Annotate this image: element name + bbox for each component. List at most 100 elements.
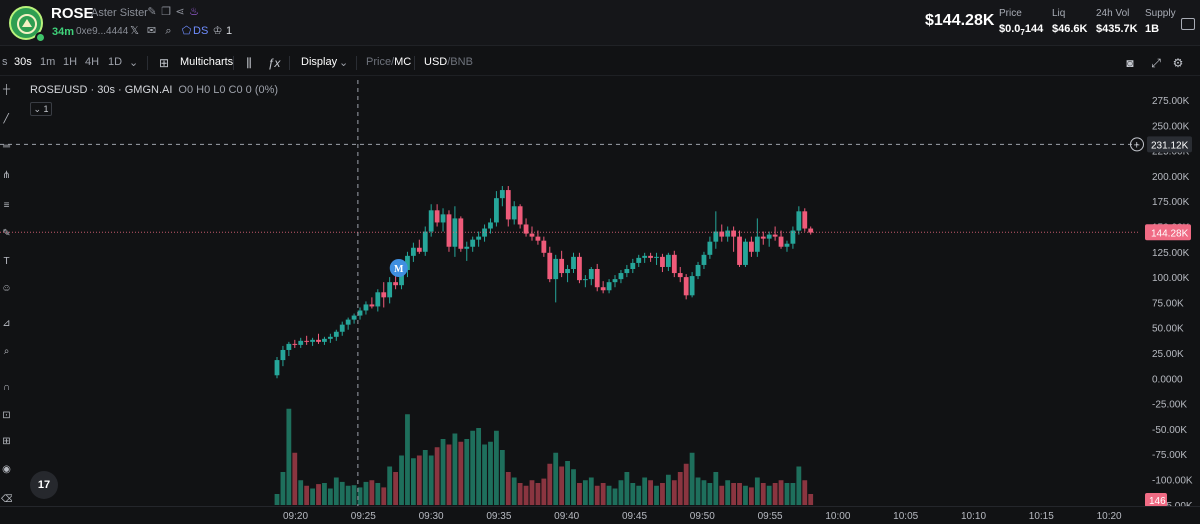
candle-body [571, 256, 576, 270]
indicators-icon[interactable]: ⫼ [246, 56, 252, 70]
search-icon[interactable]: ⌕ [165, 25, 172, 37]
multicharts-icon[interactable]: ⊞ [158, 56, 170, 70]
drawing-toolbar: ┼ ╱ ═ ⋔ ≡ ✎ T ☺ ⊿ ⌕ ∩ ⊡ ⊞ ◉ ⌫ [0, 80, 14, 510]
volume-bar [743, 485, 748, 505]
volume-bar [363, 481, 369, 505]
candle-body [660, 256, 665, 267]
stat-24h-volume: 24h Vol $435.7K [1096, 8, 1138, 35]
legend-collapse-button[interactable]: ⌄ 1 [30, 102, 52, 116]
time-tick-label: 09:35 [486, 511, 511, 522]
x-social-icon[interactable]: 𝕏 [130, 25, 139, 37]
bnb-option[interactable]: BNB [450, 56, 473, 68]
candle-body [588, 269, 594, 280]
time-axis[interactable]: 09:20 09:25 09:30 09:35 09:40 09:45 09:50 09:55… [0, 506, 1200, 524]
candle-body [743, 241, 748, 265]
volume-bar [624, 472, 630, 505]
candle-body [760, 236, 766, 239]
price-tick-label: 0.0000 [1152, 374, 1183, 385]
time-tick-label: 09:20 [283, 511, 308, 522]
volume-bar [310, 488, 315, 505]
token-name: Aster Sister [91, 7, 148, 19]
volume-bar [381, 487, 387, 505]
edit-icon[interactable]: ✎ [147, 6, 157, 18]
stat-liquidity: Liq $46.6K [1052, 8, 1087, 35]
fx-icon[interactable]: ƒx [267, 56, 281, 70]
multicharts-button[interactable]: Multicharts [180, 56, 234, 68]
crosshair-tool-icon[interactable]: ┼ [2, 84, 11, 95]
volume-bar [713, 472, 719, 505]
interval-30s[interactable]: 30s [14, 56, 32, 68]
screenshot-camera-icon[interactable]: ◙ [1126, 56, 1134, 70]
interval-1m[interactable]: 1m [40, 56, 56, 68]
volume-bar [517, 483, 523, 505]
token-logo[interactable] [9, 6, 46, 43]
fullscreen-icon[interactable]: ⤢ [1151, 56, 1161, 70]
volume-bar [434, 447, 440, 505]
copy-icon[interactable]: ❐ [161, 6, 171, 18]
volume-bar [470, 430, 476, 505]
interval-1h[interactable]: 1H [63, 56, 78, 68]
volume-bar [636, 485, 642, 505]
volume-bar [707, 483, 713, 505]
tradingview-logo[interactable]: 17 [30, 471, 58, 499]
text-tool-icon[interactable]: T [3, 256, 10, 267]
volume-bar [458, 441, 464, 505]
time-tick-label: 10:10 [961, 511, 986, 522]
emoji-tool-icon[interactable]: ☺ [1, 283, 12, 294]
plus-glyph: + [1134, 139, 1140, 151]
brush-tool-icon[interactable]: ✎ [2, 228, 11, 239]
horizontal-line-tool-icon[interactable]: ═ [2, 141, 11, 152]
candle-body [399, 270, 404, 286]
pitchfork-tool-icon[interactable]: ⋔ [2, 170, 11, 181]
magnet-tool-icon[interactable]: ∩ [2, 382, 11, 393]
price-chart[interactable]: 275.00K250.00K225.00K200.00K175.00K150.0… [0, 80, 1200, 524]
volume-bar [665, 474, 671, 505]
volume-bar [559, 466, 565, 505]
candle-body [695, 264, 701, 277]
mc-option[interactable]: MC [394, 56, 412, 68]
hide-drawings-icon[interactable]: ◉ [2, 464, 11, 475]
trash-tool-icon[interactable]: ⌫ [1, 494, 12, 505]
candle-body [322, 338, 327, 342]
interval-dropdown-chevron-icon[interactable]: ⌄ [129, 57, 139, 69]
zoom-tool-icon[interactable]: ⌕ [3, 346, 10, 357]
dexscreener-label[interactable]: DS [193, 25, 209, 37]
price-tick-label: 75.00K [1152, 298, 1184, 309]
holders-count: 1 [226, 25, 233, 37]
chevron-down-icon: ⌄ [33, 104, 41, 114]
volume-bar [731, 483, 737, 505]
volume-bar [416, 455, 422, 505]
price-axis[interactable]: 275.00K250.00K225.00K200.00K175.00K150.0… [1130, 80, 1200, 512]
lock-tool-icon[interactable]: ⊡ [2, 410, 11, 421]
chart-lines [0, 80, 1138, 506]
candle-body [333, 331, 339, 337]
price-option[interactable]: Price [366, 56, 392, 68]
lock-drawings-icon[interactable]: ⊞ [2, 436, 11, 447]
price-mc-toggle[interactable]: Price/MC [366, 56, 411, 68]
currency-toggle[interactable]: USD/BNB [424, 56, 473, 68]
usd-option[interactable]: USD [424, 56, 448, 68]
interval-4h[interactable]: 4H [85, 56, 100, 68]
fib-tool-icon[interactable]: ≡ [3, 200, 10, 211]
volume-bar [523, 485, 529, 505]
volume-bar [505, 472, 511, 505]
display-button[interactable]: Display [301, 56, 338, 68]
ruler-tool-icon[interactable]: ⊿ [2, 318, 11, 329]
settings-gear-icon[interactable]: ⚙ [1172, 56, 1184, 70]
telegram-icon[interactable]: ✉ [146, 25, 157, 37]
candle-body [600, 287, 606, 291]
token-age: 34m [52, 26, 75, 38]
interval-partial[interactable]: s [2, 56, 8, 68]
dexscreener-icon[interactable]: ⬠ [181, 25, 192, 37]
stat-price: Price $0.07144 [999, 8, 1043, 37]
contract-address[interactable]: 0xe9...4444 [76, 26, 129, 37]
panel-toggle-icon[interactable] [1181, 18, 1195, 30]
holders-icon: ♔ [212, 25, 223, 37]
interval-1d[interactable]: 1D [108, 56, 123, 68]
trendline-tool-icon[interactable]: ╱ [3, 113, 10, 124]
share-icon[interactable]: ⋖ [175, 6, 185, 18]
volume-bar [582, 480, 588, 505]
candle-body [582, 279, 588, 281]
volume-bar [393, 472, 398, 505]
display-chevron-icon[interactable]: ⌄ [339, 57, 349, 69]
